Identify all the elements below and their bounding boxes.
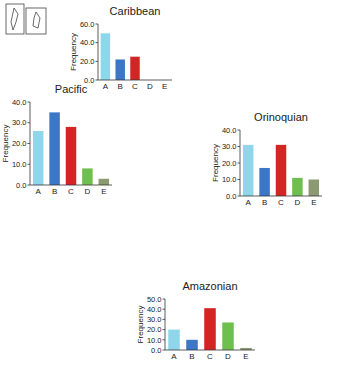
bar	[66, 127, 76, 185]
bar	[115, 59, 124, 80]
bar-chart: Pacific Frequency 0.0 10.0 20.0 30.0 40.0 A B C D E	[1, 83, 112, 196]
bar	[243, 145, 253, 196]
category-label: A	[36, 187, 42, 196]
category-label: C	[278, 198, 284, 207]
bar	[186, 340, 198, 350]
axis-label: Frequency	[1, 125, 10, 163]
category-label: A	[103, 82, 109, 91]
y-axis	[98, 24, 99, 80]
tick-label: 20.0	[80, 57, 95, 66]
category-label: B	[189, 352, 194, 361]
tick-label: 50.0	[147, 295, 162, 304]
map	[6, 4, 46, 34]
chart-title: Pacific	[55, 83, 88, 95]
x-axis	[30, 185, 112, 186]
tick-label: 20.0	[222, 159, 237, 168]
category-label: A	[171, 352, 177, 361]
tick-label: 40.0	[12, 98, 27, 107]
tick-label: 40.0	[222, 126, 237, 135]
category-label: D	[147, 82, 153, 91]
x-axis	[98, 80, 172, 81]
category-label: E	[311, 198, 316, 207]
y-axis	[30, 102, 31, 185]
category-label: C	[68, 187, 74, 196]
category-label: A	[246, 198, 252, 207]
x-axis	[240, 196, 322, 197]
bar	[276, 145, 286, 196]
axis-label: Frequency	[69, 33, 78, 71]
category-label: D	[85, 187, 91, 196]
bar	[101, 33, 110, 80]
category-label: D	[295, 198, 301, 207]
tick-label: 30.0	[222, 142, 237, 151]
tick-label: 0.0	[151, 346, 161, 355]
map-figure: CaribbeanFrequency0.020.040.060.0ABCDEPa…	[0, 0, 350, 372]
tick-label: 0.0	[226, 192, 236, 201]
category-label: D	[225, 352, 231, 361]
bars	[101, 33, 140, 80]
tick-label: 20.0	[12, 139, 27, 148]
tick-label: 40.0	[80, 38, 95, 47]
bar	[49, 112, 59, 185]
tick-label: 20.0	[147, 325, 162, 334]
category-label: C	[132, 82, 138, 91]
tick-label: 10.0	[12, 160, 27, 169]
bar	[259, 168, 269, 196]
x-axis	[165, 350, 255, 351]
chart-title: Amazonian	[182, 280, 237, 292]
tick-label: 40.0	[147, 305, 162, 314]
inset-frame	[6, 4, 24, 34]
island	[11, 8, 18, 30]
bar	[82, 168, 92, 185]
axis-label: Frequency	[136, 306, 145, 344]
bars	[243, 145, 319, 196]
bar	[33, 131, 43, 185]
category-label: B	[262, 198, 267, 207]
axis-label: Frequency	[211, 144, 220, 182]
bar	[168, 330, 180, 350]
category-label: B	[52, 187, 57, 196]
bar-chart: Amazonian Frequency 0.010.0 20.030.040.050.…	[136, 280, 255, 361]
bars	[33, 112, 109, 185]
bar-chart: Orinoquian Frequency 0.0 10.0 20.0 30.0 40.0 A B…	[211, 111, 322, 207]
tick-label: 10.0	[147, 336, 162, 345]
tick-label: 60.0	[80, 20, 95, 29]
y-axis	[165, 299, 166, 350]
tick-label: 10.0	[222, 175, 237, 184]
category-label: E	[243, 352, 248, 361]
tick-label: 0.0	[16, 181, 26, 190]
category-label: E	[101, 187, 106, 196]
bar	[309, 180, 319, 197]
bar	[130, 57, 139, 80]
tick-label: 30.0	[12, 118, 27, 127]
bars	[168, 308, 252, 350]
bar	[99, 179, 109, 185]
category-label: E	[162, 82, 167, 91]
bar	[292, 178, 302, 196]
bar-chart: CaribbeanFrequency0.020.040.060.0ABCDE	[69, 5, 172, 91]
bar	[222, 322, 234, 350]
category-label: C	[207, 352, 213, 361]
bar	[204, 308, 216, 350]
category-label: B	[118, 82, 123, 91]
chart-title: Orinoquian	[254, 111, 308, 123]
chart-title: Caribbean	[110, 5, 161, 17]
island	[33, 12, 40, 28]
inset-frame	[26, 8, 46, 34]
tick-label: 30.0	[147, 315, 162, 324]
y-axis	[240, 130, 241, 196]
